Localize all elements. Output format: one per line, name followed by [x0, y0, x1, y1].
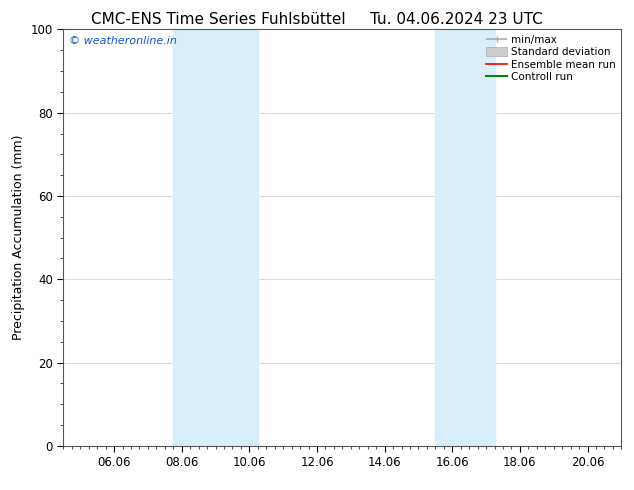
- Legend: min/max, Standard deviation, Ensemble mean run, Controll run: min/max, Standard deviation, Ensemble me…: [484, 32, 618, 84]
- Bar: [173, 29, 258, 446]
- Bar: [436, 29, 495, 446]
- Text: CMC-ENS Time Series Fuhlsbüttel     Tu. 04.06.2024 23 UTC: CMC-ENS Time Series Fuhlsbüttel Tu. 04.0…: [91, 12, 543, 27]
- Y-axis label: Precipitation Accumulation (mm): Precipitation Accumulation (mm): [12, 135, 25, 341]
- Text: © weatheronline.in: © weatheronline.in: [69, 36, 177, 46]
